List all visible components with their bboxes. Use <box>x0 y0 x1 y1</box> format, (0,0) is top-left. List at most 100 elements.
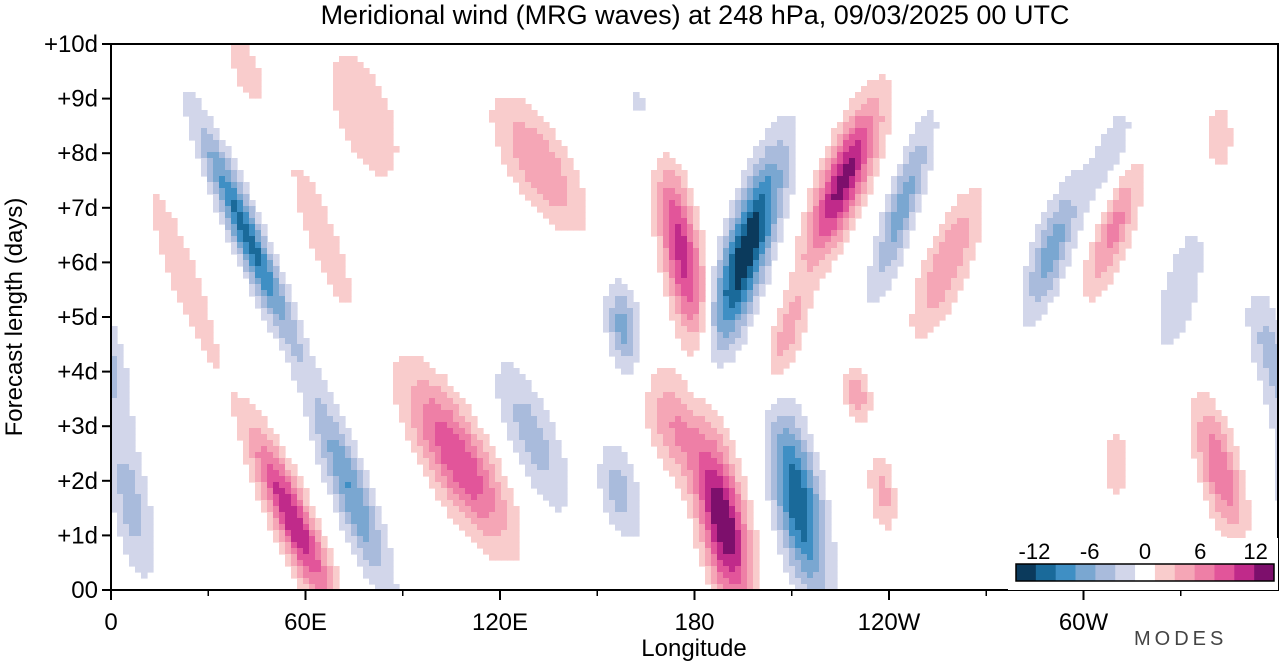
field-cell <box>507 170 514 177</box>
field-cell <box>927 248 934 255</box>
field-cell <box>327 434 334 441</box>
field-cell <box>789 170 796 177</box>
field-cell <box>483 524 490 531</box>
field-cell <box>561 176 568 183</box>
field-cell <box>327 464 334 471</box>
field-cell <box>735 224 742 231</box>
field-cell <box>741 332 748 339</box>
field-cell <box>441 500 448 507</box>
field-cell <box>609 476 616 483</box>
field-cell <box>453 392 460 399</box>
colorbar-swatch <box>1095 564 1116 581</box>
field-cell <box>723 260 730 267</box>
field-cell <box>945 266 952 273</box>
field-cell <box>279 470 286 477</box>
field-cell <box>1095 236 1102 243</box>
field-cell <box>825 500 832 507</box>
field-cell <box>819 554 826 561</box>
field-cell <box>243 452 250 459</box>
field-cell <box>675 248 682 255</box>
field-cell <box>243 62 250 69</box>
field-cell <box>165 248 172 255</box>
field-cell <box>657 374 664 381</box>
field-cell <box>699 512 706 519</box>
field-cell <box>561 206 568 213</box>
field-cell <box>663 170 670 177</box>
field-cell <box>489 524 496 531</box>
field-cell <box>723 314 730 321</box>
field-cell <box>681 224 688 231</box>
field-cell <box>315 392 322 399</box>
field-cell <box>945 230 952 237</box>
field-cell <box>849 164 856 171</box>
field-cell <box>1191 428 1198 435</box>
field-cell <box>807 482 814 489</box>
field-cell <box>231 404 238 411</box>
field-cell <box>171 266 178 273</box>
field-cell <box>1263 326 1270 333</box>
field-cell <box>315 428 322 435</box>
field-cell <box>171 254 178 261</box>
field-cell <box>771 440 778 447</box>
field-cell <box>663 248 670 255</box>
field-cell <box>255 434 262 441</box>
field-cell <box>771 368 778 375</box>
field-cell <box>627 350 634 357</box>
field-cell <box>459 482 466 489</box>
field-cell <box>783 524 790 531</box>
field-cell <box>297 494 304 501</box>
field-cell <box>855 152 862 159</box>
field-cell <box>819 566 826 573</box>
field-cell <box>1233 452 1240 459</box>
field-cell <box>555 464 562 471</box>
field-cell <box>459 440 466 447</box>
field-cell <box>213 140 220 147</box>
field-cell <box>339 92 346 99</box>
field-cell <box>1041 248 1048 255</box>
field-cell <box>1041 284 1048 291</box>
field-cell <box>237 56 244 63</box>
field-cell <box>555 470 562 477</box>
field-cell <box>129 464 136 471</box>
field-cell <box>213 164 220 171</box>
field-cell <box>705 512 712 519</box>
field-cell <box>741 290 748 297</box>
field-cell <box>111 458 118 465</box>
field-cell <box>807 440 814 447</box>
field-cell <box>849 188 856 195</box>
field-cell <box>201 128 208 135</box>
field-cell <box>1209 512 1216 519</box>
field-cell <box>243 194 250 201</box>
field-cell <box>657 260 664 267</box>
field-cell <box>195 134 202 141</box>
field-cell <box>801 416 808 423</box>
field-cell <box>1215 146 1222 153</box>
field-cell <box>297 536 304 543</box>
field-cell <box>789 494 796 501</box>
field-cell <box>885 512 892 519</box>
field-cell <box>861 152 868 159</box>
field-cell <box>513 422 520 429</box>
field-cell <box>657 266 664 273</box>
field-cell <box>825 182 832 189</box>
field-cell <box>1275 404 1279 411</box>
field-cell <box>255 218 262 225</box>
field-cell <box>513 374 520 381</box>
field-cell <box>255 236 262 243</box>
field-cell <box>807 554 814 561</box>
field-cell <box>801 560 808 567</box>
field-cell <box>471 512 478 519</box>
field-cell <box>297 176 304 183</box>
field-cell <box>801 236 808 243</box>
field-cell <box>267 500 274 507</box>
field-cell <box>321 428 328 435</box>
field-cell <box>303 356 310 363</box>
field-cell <box>1221 530 1228 537</box>
field-cell <box>495 134 502 141</box>
field-cell <box>885 464 892 471</box>
field-cell <box>831 194 838 201</box>
field-cell <box>711 452 718 459</box>
field-cell <box>705 506 712 513</box>
field-cell <box>783 410 790 417</box>
field-cell <box>753 554 760 561</box>
